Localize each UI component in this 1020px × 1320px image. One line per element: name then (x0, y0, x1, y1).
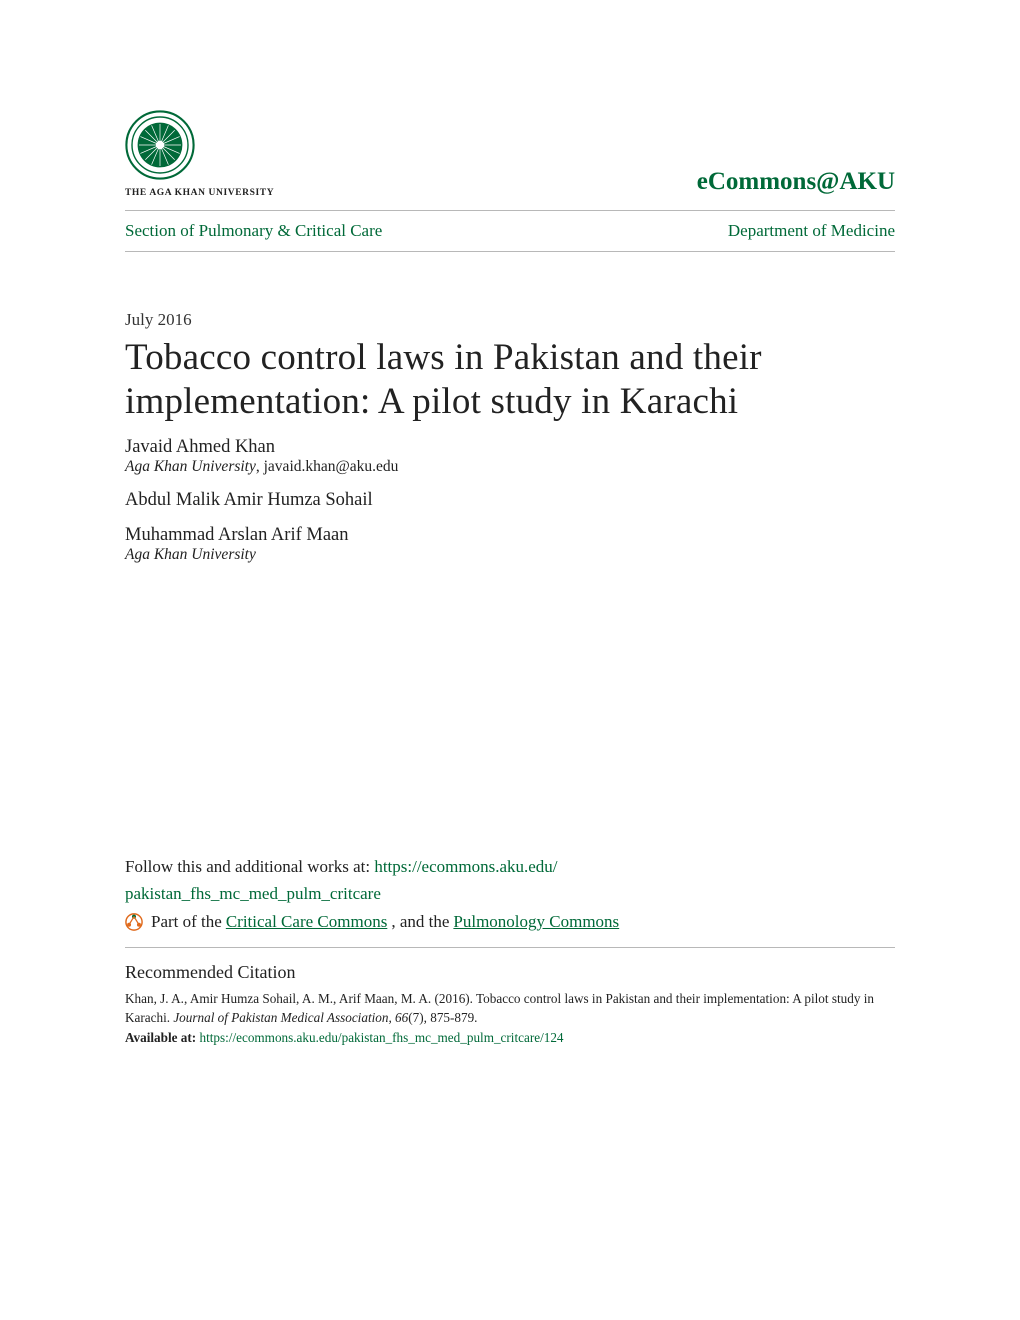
author-name: Abdul Malik Amir Humza Sohail (125, 490, 895, 511)
commons-link-1[interactable]: Critical Care Commons (226, 909, 387, 935)
recommended-citation-heading: Recommended Citation (125, 962, 895, 983)
recommended-citation-text: Khan, J. A., Amir Humza Sohail, A. M., A… (125, 989, 895, 1027)
citation-text-tail: (7), 875-879. (408, 1010, 477, 1025)
paper-title: Tobacco control laws in Pakistan and the… (125, 336, 895, 423)
partof-joiner: , and the (391, 909, 449, 935)
authors-list: Javaid Ahmed Khan Aga Khan University, j… (125, 437, 895, 564)
available-label: Available at: (125, 1030, 196, 1045)
author-email: , javaid.khan@aku.edu (256, 458, 399, 475)
follow-block: Follow this and additional works at: htt… (125, 854, 895, 935)
author-block: Javaid Ahmed Khan Aga Khan University, j… (125, 437, 895, 476)
section-link[interactable]: Section of Pulmonary & Critical Care (125, 221, 382, 241)
commons-link-2[interactable]: Pulmonology Commons (453, 909, 619, 935)
author-block: Abdul Malik Amir Humza Sohail (125, 490, 895, 511)
citation-journal: Journal of Pakistan Medical Association,… (173, 1010, 408, 1025)
author-affiliation: Aga Khan University (125, 546, 895, 564)
author-block: Muhammad Arslan Arif Maan Aga Khan Unive… (125, 525, 895, 564)
follow-url-link-cont[interactable]: pakistan_fhs_mc_med_pulm_critcare (125, 884, 381, 903)
header-row: THE AGA KHAN UNIVERSITY eCommons@AKU (125, 110, 895, 210)
publication-date: July 2016 (125, 310, 895, 330)
cover-page: THE AGA KHAN UNIVERSITY eCommons@AKU Sec… (0, 0, 1020, 1107)
university-seal-icon (125, 110, 195, 180)
available-at-line: Available at: https://ecommons.aku.edu/p… (125, 1028, 895, 1047)
author-name: Muhammad Arslan Arif Maan (125, 525, 895, 546)
follow-url-link[interactable]: https://ecommons.aku.edu/ (374, 857, 557, 876)
recommended-citation-block: Recommended Citation Khan, J. A., Amir H… (125, 962, 895, 1046)
university-name: THE AGA KHAN UNIVERSITY (125, 188, 274, 198)
divider (125, 947, 895, 948)
repository-name-link[interactable]: eCommons@AKU (697, 168, 895, 198)
follow-line: Follow this and additional works at: htt… (125, 854, 895, 880)
author-affiliation: Aga Khan University (125, 458, 256, 475)
partof-lead: Part of the (151, 909, 222, 935)
part-of-row: Part of the Critical Care Commons, and t… (125, 909, 895, 935)
logo-block: THE AGA KHAN UNIVERSITY (125, 110, 274, 198)
author-name: Javaid Ahmed Khan (125, 437, 895, 458)
follow-lead: Follow this and additional works at: (125, 857, 374, 876)
available-url-link[interactable]: https://ecommons.aku.edu/pakistan_fhs_mc… (199, 1030, 563, 1045)
divider (125, 251, 895, 252)
department-link[interactable]: Department of Medicine (728, 221, 895, 241)
network-icon (125, 913, 143, 931)
breadcrumb-row: Section of Pulmonary & Critical Care Dep… (125, 211, 895, 251)
